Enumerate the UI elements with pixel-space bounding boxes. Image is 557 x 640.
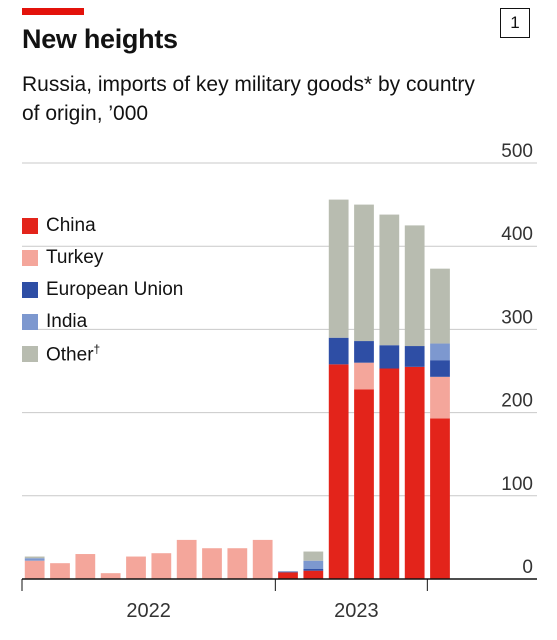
bar-other <box>24 556 45 559</box>
bar-other <box>328 199 349 338</box>
bar-european-union <box>278 571 298 573</box>
y-tick-label: 100 <box>501 474 533 495</box>
legend-label-text: Turkey <box>46 247 104 268</box>
bar-other <box>404 225 425 347</box>
y-tick-label: 400 <box>501 224 533 245</box>
bar-china <box>430 418 450 579</box>
chart-title: New heights <box>22 24 178 54</box>
bar-china <box>354 389 374 579</box>
bar-other <box>379 214 400 346</box>
legend-label-text: European Union <box>46 279 184 300</box>
bar-turkey <box>252 539 273 579</box>
bar-turkey <box>354 362 374 390</box>
bar-turkey <box>100 573 121 579</box>
bar-european-union <box>404 346 425 367</box>
bar-european-union <box>328 337 349 365</box>
legend-item-turkey: Turkey <box>22 242 183 274</box>
bar-european-union <box>303 569 324 571</box>
bar-turkey <box>75 554 96 579</box>
legend-swatch <box>22 282 38 298</box>
legend-label: China <box>46 215 96 237</box>
bar-india <box>430 343 450 361</box>
legend-swatch <box>22 346 38 362</box>
x-tick-label: 2022 <box>126 600 171 622</box>
x-tick-label: 2023 <box>334 600 379 622</box>
bar-other <box>430 268 450 344</box>
legend-label: India <box>46 311 87 333</box>
bar-turkey <box>126 556 146 579</box>
y-tick-label: 0 <box>522 557 533 578</box>
bar-european-union <box>430 360 450 377</box>
y-tick-label: 200 <box>501 391 533 412</box>
bar-china <box>404 366 425 579</box>
bar-other <box>354 204 374 342</box>
bar-european-union <box>354 341 374 363</box>
legend-swatch <box>22 218 38 234</box>
bar-india <box>24 558 45 561</box>
legend-label: Other† <box>46 342 100 366</box>
legend-footnote-mark: † <box>93 341 101 356</box>
legend-label: European Union <box>46 279 183 301</box>
bar-turkey <box>202 548 222 579</box>
bar-turkey <box>227 548 248 579</box>
legend-label-text: India <box>46 311 88 332</box>
y-tick-label: 300 <box>501 307 533 328</box>
legend-swatch <box>22 314 38 330</box>
legend-label-text: China <box>46 215 96 236</box>
bar-turkey <box>151 553 172 579</box>
brand-accent-bar <box>22 8 84 15</box>
legend-item-european-union: European Union <box>22 274 183 306</box>
bar-european-union <box>379 345 400 369</box>
bar-india <box>303 560 324 570</box>
legend-item-other: Other† <box>22 338 183 370</box>
chart-subtitle: Russia, imports of key military goods* b… <box>22 73 475 125</box>
legend-item-india: India <box>22 306 183 338</box>
legend: China Turkey European Union India Other† <box>22 210 183 370</box>
bar-other <box>303 551 324 561</box>
legend-label-text: Other <box>46 344 94 366</box>
bar-turkey <box>50 563 70 579</box>
bar-turkey <box>176 539 197 579</box>
legend-item-china: China <box>22 210 183 242</box>
bar-turkey <box>24 560 45 579</box>
bar-turkey <box>430 376 450 419</box>
chart-number-badge: 1 <box>500 8 530 38</box>
bar-china <box>328 364 349 579</box>
bar-china <box>379 368 400 579</box>
y-tick-label: 500 <box>501 141 533 162</box>
bar-china <box>303 570 324 579</box>
legend-swatch <box>22 250 38 266</box>
bar-china <box>278 572 298 579</box>
legend-label: Turkey <box>46 247 103 269</box>
